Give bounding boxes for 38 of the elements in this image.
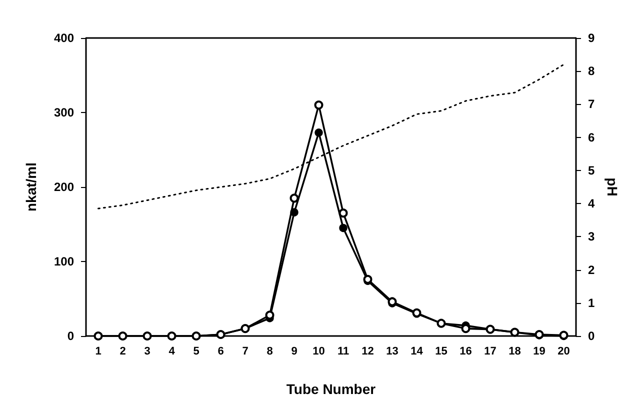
y-tick-label: 200 [54,180,74,194]
y2-tick-label: 4 [588,196,595,211]
x-tick-label: 16 [460,346,472,358]
x-tick-label: 13 [386,346,398,358]
y-axis-title: nkat/ml [23,162,39,212]
x-tick-label: 10 [312,346,325,358]
x-tick-label: 2 [120,346,126,358]
x-tick-label: 9 [291,346,298,358]
x-tick-label: 8 [266,346,273,358]
x-tick-label: 1 [95,346,102,358]
x-tick-label: 14 [410,346,424,358]
y2-axis-title: pH [604,178,621,196]
x-tick-label: 20 [558,346,570,358]
x-axis-title: Tube Number [286,381,376,397]
x-tick-label: 18 [508,346,521,358]
y-tick-label: 0 [67,329,74,343]
y2-tick-label: 2 [588,262,595,277]
y2-tick-label: 1 [588,296,595,310]
y2-tick-label: 7 [588,97,595,112]
y-tick-label: 400 [54,31,74,45]
x-tick-label: 7 [242,346,248,358]
y2-tick-label: 5 [588,163,595,178]
y2-tick-label: 0 [588,329,595,343]
x-tick-label: 19 [533,346,546,358]
x-tick-label: 3 [144,346,150,358]
y2-tick-label: 8 [588,64,595,78]
x-tick-label: 4 [168,346,176,358]
x-tick-label: 17 [484,346,496,358]
y2-tick-label: 6 [588,130,595,144]
x-tick-label: 15 [435,346,448,358]
x-tick-label: 5 [193,346,200,358]
y-tick-label: 300 [54,106,74,120]
y2-tick-label: 3 [588,230,595,244]
y2-tick-label: 9 [588,31,595,45]
y-tick-label: 100 [54,254,74,268]
x-tick-label: 11 [337,346,350,358]
x-tick-label: 6 [218,346,224,358]
x-tick-label: 12 [362,346,374,358]
